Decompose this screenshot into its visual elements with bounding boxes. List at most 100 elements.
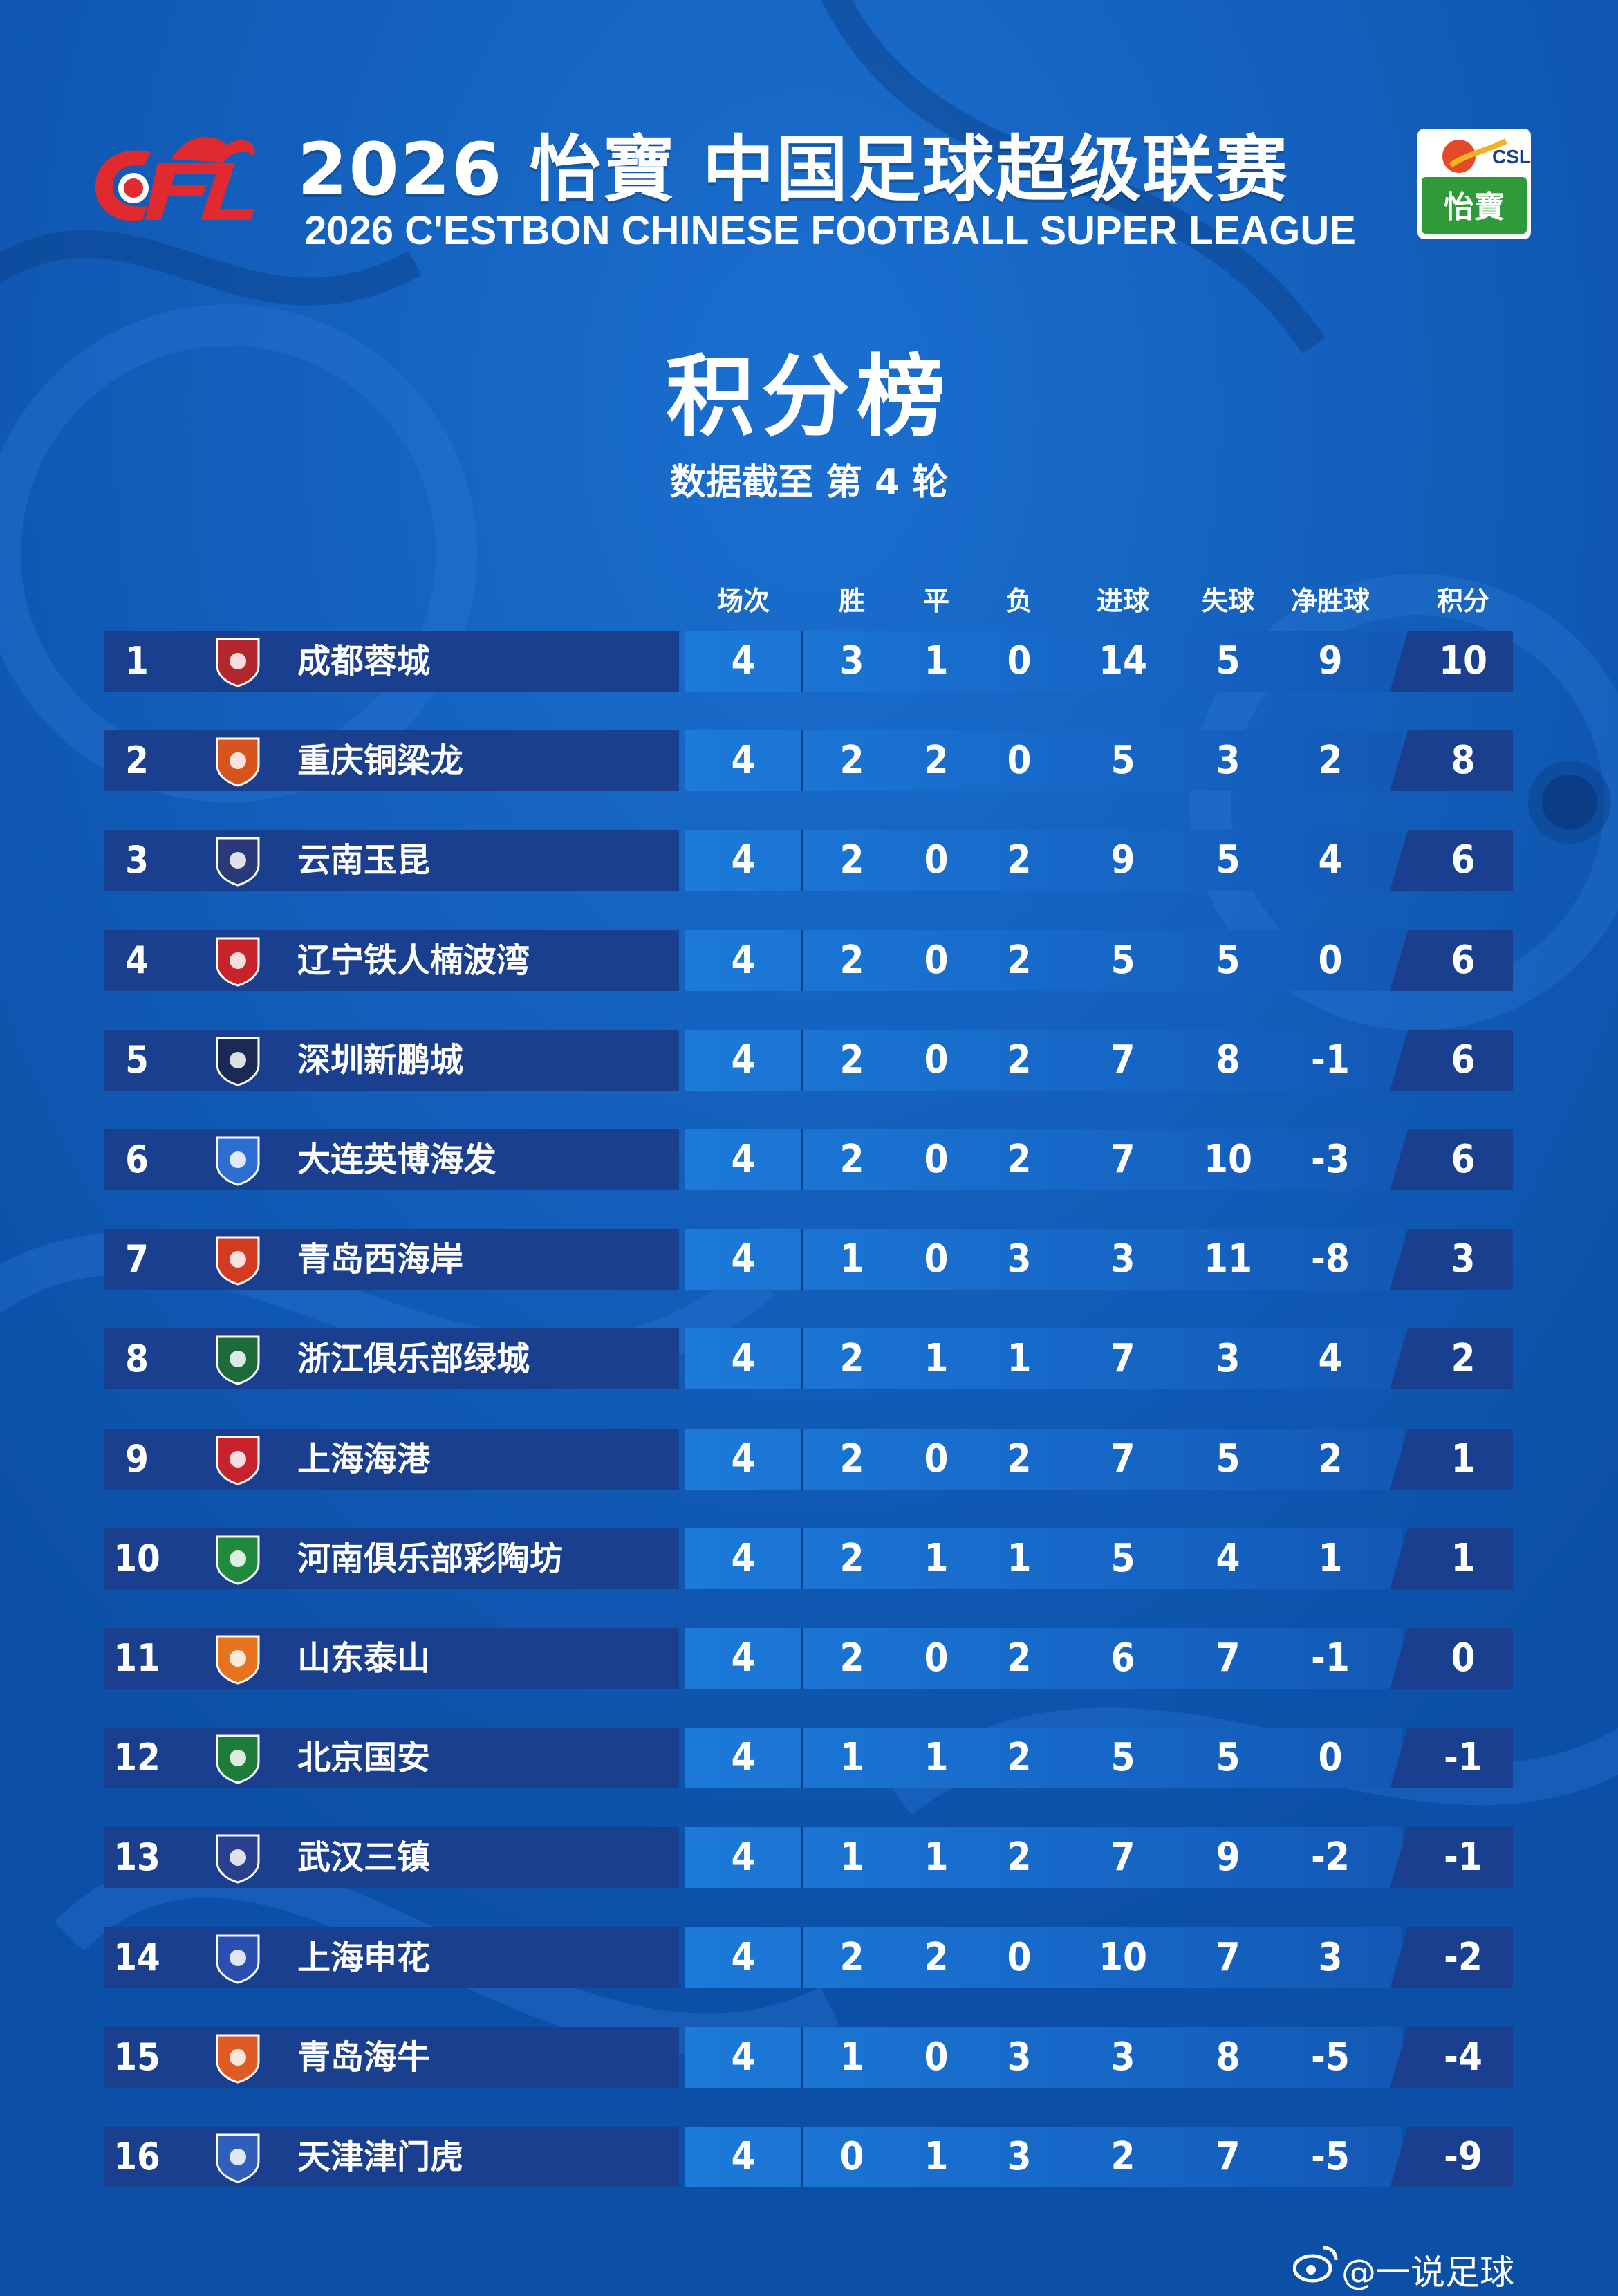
row-divider xyxy=(801,1328,803,1389)
row-divider xyxy=(801,2127,803,2187)
cell-played: 4 xyxy=(731,1835,756,1880)
cell-goals-against: 9 xyxy=(1216,1835,1240,1880)
cell-lost: 3 xyxy=(1007,2134,1032,2179)
league-title-cn: 2026 怡寶 中国足球超级联赛 xyxy=(297,127,1289,212)
table-row: 3 云南玉昆 4 2 0 2 9 5 4 6 xyxy=(0,830,1618,891)
cell-goals-for: 5 xyxy=(1110,938,1135,983)
cell-drawn: 0 xyxy=(924,938,949,983)
cell-drawn: 2 xyxy=(924,738,949,783)
team-name: 北京国安 xyxy=(297,1739,431,1777)
col-header-goals-against: 失球 xyxy=(1201,586,1255,616)
cell-goal-difference: 4 xyxy=(1318,837,1343,882)
cell-goals-against: 3 xyxy=(1216,1336,1240,1381)
cell-goals-against: 5 xyxy=(1216,1735,1240,1780)
col-header-drawn: 平 xyxy=(922,586,950,616)
row-stats-bar xyxy=(685,1827,1402,1888)
col-header-goals-for: 进球 xyxy=(1096,586,1150,616)
cell-drawn: 0 xyxy=(924,837,949,882)
cell-drawn: 0 xyxy=(924,1636,949,1681)
team-name: 河南俱乐部彩陶坊 xyxy=(297,1539,564,1578)
rank: 13 xyxy=(113,1835,160,1879)
table-row: 14 上海申花 4 2 2 0 10 7 3 -2 xyxy=(0,1927,1618,1988)
row-stats-bar xyxy=(685,730,1402,791)
row-points-bar xyxy=(1390,1528,1513,1589)
col-header-goal-difference: 净胜球 xyxy=(1290,586,1370,616)
row-team-bar xyxy=(104,1030,679,1091)
row-points-bar xyxy=(1390,1728,1513,1788)
row-stats-bar xyxy=(685,2127,1402,2187)
team-badge-icon xyxy=(216,1834,260,1884)
cell-won: 2 xyxy=(839,738,864,783)
cell-won: 0 xyxy=(839,2134,864,2179)
cell-goals-against: 5 xyxy=(1216,1436,1240,1481)
row-points-bar xyxy=(1390,2127,1513,2187)
rank: 16 xyxy=(113,2135,160,2178)
cell-goals-for: 9 xyxy=(1110,837,1135,882)
cell-won: 1 xyxy=(839,1237,864,1281)
cell-goal-difference: 3 xyxy=(1318,1935,1343,1980)
row-points-bar xyxy=(1390,930,1513,991)
cell-drawn: 0 xyxy=(924,1237,949,1281)
col-header-lost: 负 xyxy=(1005,586,1033,616)
row-divider xyxy=(801,730,803,791)
table-row: 13 武汉三镇 4 1 1 2 7 9 -2 -1 xyxy=(0,1827,1618,1888)
cell-goals-against: 11 xyxy=(1203,1237,1253,1281)
row-stats-bar xyxy=(685,1628,1402,1689)
cell-goals-for: 10 xyxy=(1098,1935,1148,1980)
cell-lost: 1 xyxy=(1007,1536,1032,1581)
cell-drawn: 1 xyxy=(924,2134,949,2179)
cell-played: 4 xyxy=(731,1735,756,1780)
row-divider xyxy=(801,830,803,891)
cell-points: 6 xyxy=(1451,837,1476,882)
cell-drawn: 2 xyxy=(924,1935,949,1980)
cell-won: 1 xyxy=(839,1835,864,1880)
cell-goals-against: 8 xyxy=(1216,2035,1240,2080)
cell-goal-difference: -8 xyxy=(1311,1237,1350,1281)
cell-goals-for: 7 xyxy=(1110,1137,1135,1182)
cell-won: 2 xyxy=(839,1536,864,1581)
team-badge-icon xyxy=(216,2034,260,2084)
team-badge-icon xyxy=(216,1136,260,1186)
data-as-of-subtitle: 数据截至 第 4 轮 xyxy=(669,462,949,503)
row-team-bar xyxy=(104,730,679,791)
row-stats-bar xyxy=(685,2027,1402,2088)
table-row: 1 成都蓉城 4 3 1 0 14 5 9 10 xyxy=(0,631,1618,692)
cell-played: 4 xyxy=(731,1137,756,1182)
cell-won: 2 xyxy=(839,1336,864,1381)
cell-won: 3 xyxy=(839,638,864,683)
row-stats-bar xyxy=(685,930,1402,991)
cell-points: 1 xyxy=(1451,1436,1476,1481)
team-name: 青岛海牛 xyxy=(297,2038,431,2077)
cell-goals-against: 5 xyxy=(1216,837,1240,882)
cell-drawn: 0 xyxy=(924,1037,949,1082)
table-row: 11 山东泰山 4 2 0 2 6 7 -1 0 xyxy=(0,1628,1618,1689)
cell-goal-difference: 9 xyxy=(1318,638,1343,683)
cell-goals-for: 7 xyxy=(1110,1835,1135,1880)
row-team-bar xyxy=(104,1129,679,1190)
row-divider xyxy=(801,1129,803,1190)
cell-goals-against: 7 xyxy=(1216,1935,1240,1980)
rank: 1 xyxy=(125,639,149,683)
row-team-bar xyxy=(104,2127,679,2187)
cell-won: 1 xyxy=(839,2035,864,2080)
cell-lost: 0 xyxy=(1007,738,1032,783)
row-divider xyxy=(801,1628,803,1689)
cell-goal-difference: 2 xyxy=(1318,738,1343,783)
cell-played: 4 xyxy=(731,837,756,882)
rank: 15 xyxy=(113,2035,160,2079)
cell-points: -9 xyxy=(1444,2134,1482,2179)
cell-points: -2 xyxy=(1444,1935,1482,1980)
team-badge-icon xyxy=(216,638,260,687)
col-header-points: 积分 xyxy=(1436,586,1490,616)
cell-points: 6 xyxy=(1451,1137,1476,1182)
cell-goal-difference: 2 xyxy=(1318,1436,1343,1481)
cell-lost: 3 xyxy=(1007,1237,1032,1281)
cell-goal-difference: -1 xyxy=(1311,1037,1350,1082)
rank: 11 xyxy=(113,1636,160,1680)
cell-won: 1 xyxy=(839,1735,864,1780)
cell-goal-difference: -3 xyxy=(1311,1137,1350,1182)
cell-won: 2 xyxy=(839,1137,864,1182)
cell-goals-against: 5 xyxy=(1216,938,1240,983)
row-divider xyxy=(801,631,803,692)
team-name: 辽宁铁人楠波湾 xyxy=(297,941,530,980)
